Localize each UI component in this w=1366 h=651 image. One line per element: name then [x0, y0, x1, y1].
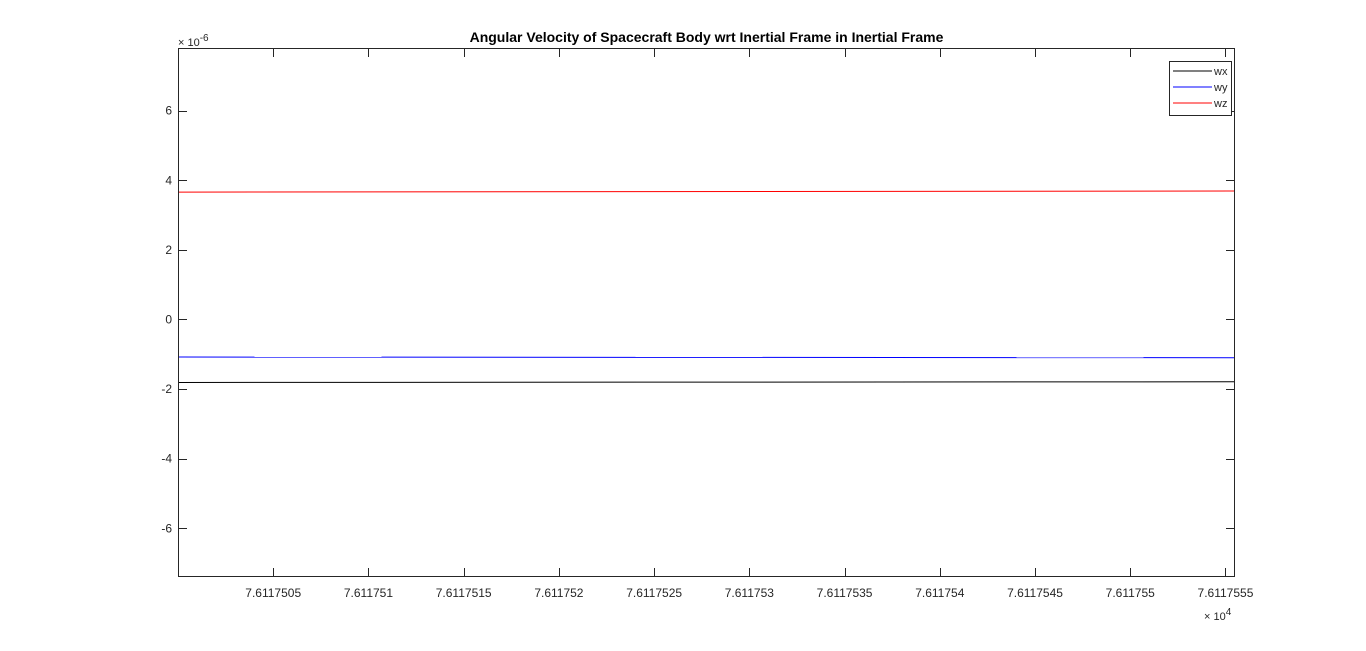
- series-line-wx: [177, 381, 1236, 383]
- y-tick-label: -6: [161, 521, 172, 535]
- x-tick-label: 7.6117525: [626, 586, 682, 600]
- svg-text:× 10-6: × 10-6: [178, 33, 209, 49]
- y-tick-label: 4: [165, 173, 172, 187]
- y-tick-label: 2: [165, 243, 172, 257]
- series-line-wy: [177, 356, 1236, 359]
- x-tick-label: 7.6117545: [1007, 586, 1063, 600]
- y-tick-label: -4: [161, 452, 172, 466]
- y-axis-multiplier: × 10-6: [178, 33, 209, 49]
- legend-label-wx: wx: [1213, 66, 1228, 78]
- x-multiplier-exponent: 4: [1226, 607, 1232, 618]
- tick-layer: 7.6117505 7.611751 7.6117515 7.611752 7.6117…: [161, 48, 1254, 600]
- y-multiplier-base: × 10: [178, 37, 200, 49]
- y-tick-label: 6: [165, 104, 172, 118]
- plot-frame: [178, 48, 1235, 577]
- legend: wx wy wz: [1169, 61, 1232, 116]
- x-tick-label: 7.611752: [534, 586, 583, 600]
- plot-area: [178, 48, 1235, 577]
- series-line-wz: [177, 190, 1236, 193]
- x-tick-label: 7.6117535: [817, 586, 873, 600]
- x-tick-label: 7.611751: [344, 586, 393, 600]
- x-tick-label: 7.611755: [1106, 586, 1155, 600]
- y-tick-label: 0: [165, 312, 172, 326]
- legend-label-wz: wz: [1213, 98, 1227, 110]
- x-tick-label: 7.6117515: [436, 586, 492, 600]
- svg-text:× 104: × 104: [1204, 607, 1232, 623]
- y-tick-label: -2: [161, 382, 172, 396]
- x-tick-label: 7.611754: [915, 586, 964, 600]
- legend-label-wy: wy: [1213, 82, 1228, 94]
- x-tick-label: 7.6117555: [1198, 586, 1254, 600]
- x-tick-label: 7.6117505: [245, 586, 301, 600]
- chart-title: Angular Velocity of Spacecraft Body wrt …: [470, 29, 944, 45]
- y-multiplier-exponent: -6: [200, 33, 209, 44]
- series-layer: [177, 190, 1236, 383]
- x-axis-multiplier: × 104: [1204, 607, 1232, 623]
- x-tick-label: 7.611753: [725, 586, 774, 600]
- x-multiplier-base: × 10: [1204, 611, 1226, 623]
